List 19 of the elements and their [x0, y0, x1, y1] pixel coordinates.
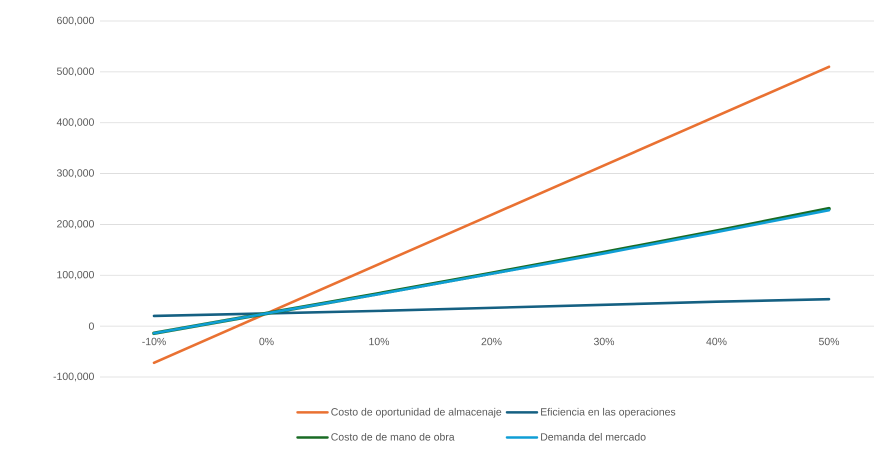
x-tick-label: 50% [818, 338, 840, 346]
y-tick-label: 0 [88, 322, 94, 330]
y-tick-label: 500,000 [56, 68, 94, 76]
y-tick-label: -100,000 [54, 372, 94, 382]
y-tick-label: 100,000 [57, 270, 94, 280]
y-tick-label: 300,000 [56, 169, 94, 178]
y-tick-label: 200,000 [57, 220, 94, 229]
x-tick-label: 30% [594, 338, 614, 346]
x-tick-label: 20% [482, 338, 502, 346]
x-tick-label: -10% [142, 338, 166, 346]
legend-label: Eficiencia en las operaciones [541, 408, 676, 418]
legend-label: Costo de oportunidad de almacenaje [331, 408, 502, 418]
x-tick-label: 10% [369, 338, 390, 346]
y-tick-label: 400,000 [56, 118, 94, 128]
legend-label: Costo de de mano de obra [331, 432, 455, 441]
legend-label: Demanda del mercado [541, 432, 646, 441]
x-tick-label: 40% [706, 338, 727, 346]
y-tick-label: 600,000 [57, 16, 94, 26]
x-tick-label: 0% [259, 338, 274, 346]
